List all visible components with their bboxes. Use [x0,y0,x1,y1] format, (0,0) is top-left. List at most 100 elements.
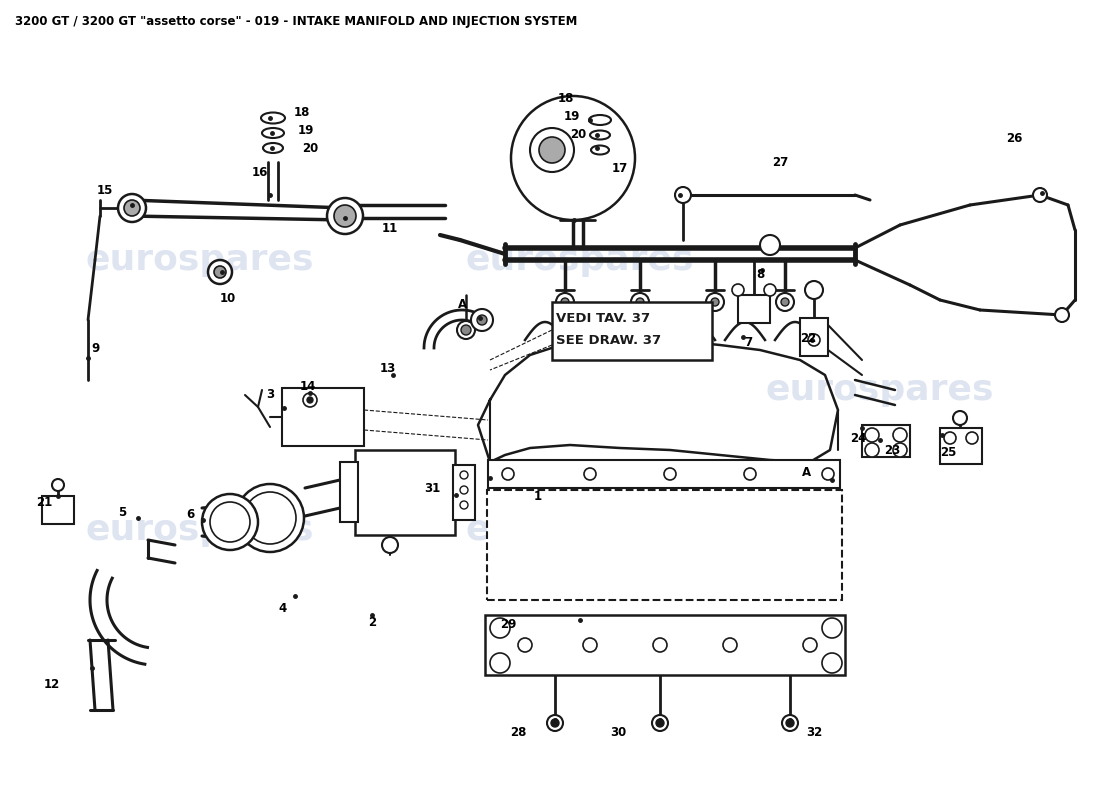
Bar [488,460,840,488]
Circle shape [244,492,296,544]
Circle shape [776,293,794,311]
Text: 12: 12 [44,678,60,691]
Text: 29: 29 [499,618,516,630]
Circle shape [822,653,842,673]
Circle shape [664,468,676,480]
Circle shape [518,638,532,652]
Circle shape [539,137,565,163]
Circle shape [764,284,776,296]
Circle shape [822,468,834,480]
Circle shape [327,198,363,234]
Circle shape [652,715,668,731]
Circle shape [583,638,597,652]
Text: 7: 7 [744,335,752,349]
Circle shape [781,298,789,306]
Circle shape [456,321,475,339]
Text: A: A [802,466,811,478]
Circle shape [202,494,258,550]
Circle shape [477,315,487,325]
Text: 8: 8 [756,267,764,281]
Circle shape [208,260,232,284]
Bar [42,496,74,524]
Text: 3200 GT / 3200 GT "assetto corse" - 019 - INTAKE MANIFOLD AND INJECTION SYSTEM: 3200 GT / 3200 GT "assetto corse" - 019 … [15,15,578,29]
Circle shape [561,298,569,306]
Circle shape [334,205,356,227]
Text: 6: 6 [186,509,194,522]
Circle shape [1033,188,1047,202]
Bar [487,490,842,600]
Circle shape [556,293,574,311]
Circle shape [760,235,780,255]
Text: 18: 18 [294,106,310,118]
Bar [800,318,828,356]
Text: 22: 22 [800,331,816,345]
Circle shape [653,638,667,652]
Text: 9: 9 [91,342,99,354]
Circle shape [822,618,842,638]
Circle shape [344,505,354,515]
Circle shape [461,325,471,335]
Text: 15: 15 [97,183,113,197]
Circle shape [118,194,146,222]
Text: 17: 17 [612,162,628,174]
Circle shape [723,638,737,652]
Text: VEDI TAV. 37: VEDI TAV. 37 [556,311,650,325]
Text: 16: 16 [252,166,268,178]
Circle shape [1055,308,1069,322]
Text: 11: 11 [382,222,398,234]
Text: 4: 4 [279,602,287,614]
Text: 3: 3 [266,389,274,402]
Text: 18: 18 [558,91,574,105]
Circle shape [471,309,493,331]
Text: 19: 19 [564,110,580,122]
Text: eurospares: eurospares [766,373,994,407]
Circle shape [490,653,510,673]
Bar [355,450,455,535]
Circle shape [460,471,467,479]
Text: 21: 21 [36,495,52,509]
Bar [552,302,712,360]
Text: 13: 13 [379,362,396,374]
Text: 5: 5 [118,506,127,518]
Text: 32: 32 [806,726,822,738]
Bar [738,295,770,323]
Bar [282,388,364,446]
Text: eurospares: eurospares [86,243,315,277]
Text: 25: 25 [939,446,956,458]
Text: 10: 10 [220,291,236,305]
Circle shape [944,432,956,444]
Circle shape [460,501,467,509]
Circle shape [966,432,978,444]
Circle shape [124,200,140,216]
Text: A: A [458,298,466,311]
Circle shape [210,502,250,542]
Circle shape [744,468,756,480]
Circle shape [490,618,510,638]
Circle shape [803,638,817,652]
Text: 19: 19 [298,123,315,137]
Circle shape [865,443,879,457]
Circle shape [512,96,635,220]
Ellipse shape [591,146,609,154]
Circle shape [52,479,64,491]
Circle shape [547,715,563,731]
Text: SEE DRAW. 37: SEE DRAW. 37 [556,334,661,346]
Ellipse shape [590,130,610,139]
Text: 1: 1 [534,490,542,502]
Circle shape [675,187,691,203]
Circle shape [782,715,797,731]
Circle shape [551,719,559,727]
Text: 26: 26 [1005,131,1022,145]
Bar [940,428,982,464]
Ellipse shape [262,128,284,138]
Bar [862,425,910,457]
Circle shape [530,128,574,172]
Text: eurospares: eurospares [465,243,694,277]
Circle shape [786,719,794,727]
Circle shape [636,298,644,306]
Text: 24: 24 [850,431,866,445]
Bar [453,465,475,520]
Text: 2: 2 [367,615,376,629]
Text: 23: 23 [884,443,900,457]
Circle shape [214,266,225,278]
